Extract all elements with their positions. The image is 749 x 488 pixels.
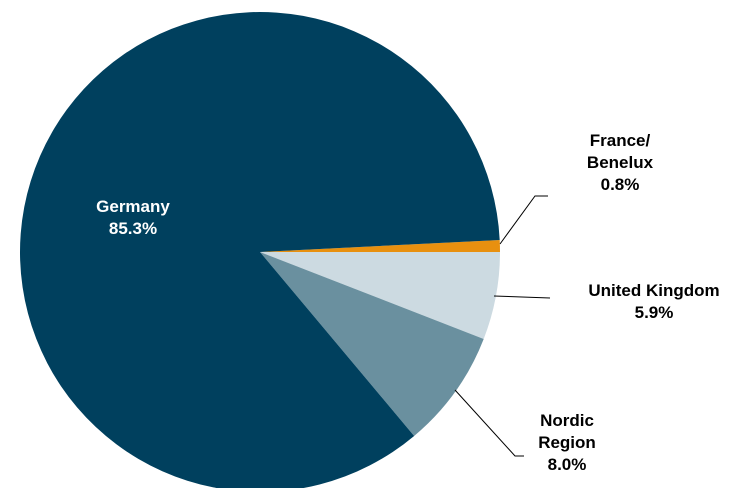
label-name: France/ Benelux — [586, 131, 654, 172]
pie-slice — [260, 252, 484, 436]
label-value: 0.8% — [600, 175, 640, 194]
leader-line — [499, 195, 548, 245]
label-value: 5.9% — [634, 303, 674, 322]
label-value: 8.0% — [547, 455, 587, 474]
pie-slice — [20, 12, 500, 488]
label-value: 85.3% — [108, 219, 158, 238]
pie-slice — [260, 252, 500, 339]
label-name: United Kingdom — [588, 281, 720, 300]
label-name: Nordic Region — [538, 411, 596, 452]
label-name: Germany — [96, 197, 170, 216]
pie-slice — [260, 239, 500, 252]
slice-label: Germany 85.3% — [73, 196, 193, 240]
slice-label: Nordic Region 8.0% — [527, 410, 607, 476]
slice-label: United Kingdom 5.9% — [556, 280, 749, 324]
leader-line — [493, 295, 551, 299]
leader-line — [454, 389, 524, 457]
slice-label: France/ Benelux 0.8% — [560, 130, 680, 196]
